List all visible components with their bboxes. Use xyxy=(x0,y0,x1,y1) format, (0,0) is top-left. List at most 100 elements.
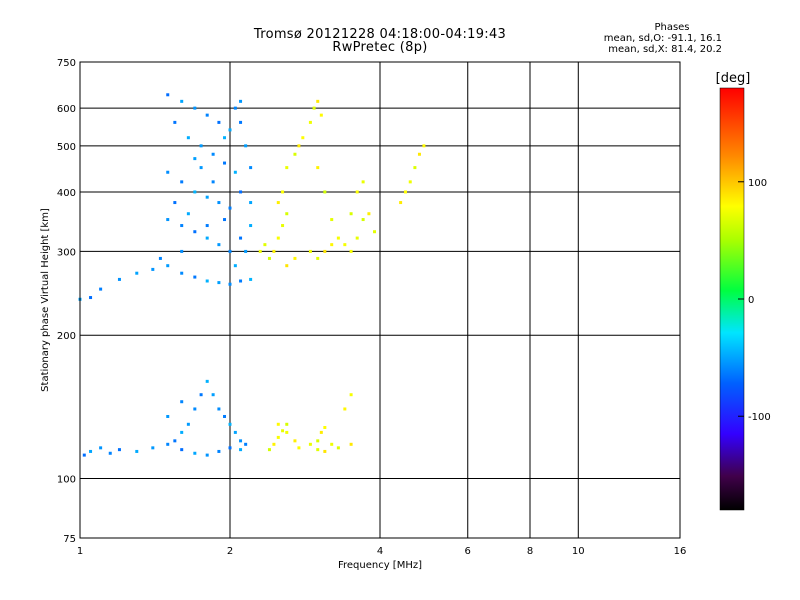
data-point xyxy=(239,99,243,103)
data-point xyxy=(205,195,209,199)
data-point xyxy=(151,446,155,450)
data-point xyxy=(323,249,327,253)
data-point xyxy=(272,442,276,446)
data-point xyxy=(239,279,243,283)
data-point xyxy=(308,249,312,253)
data-point xyxy=(249,224,253,228)
data-point xyxy=(211,152,215,156)
data-point xyxy=(117,448,121,452)
data-point xyxy=(217,243,221,247)
phase-stats-title: Phases xyxy=(654,22,690,33)
data-point xyxy=(135,271,139,275)
phase-stats: Phases mean, sd,O: -91.1, 16.1 mean, sd,… xyxy=(562,22,722,55)
data-point xyxy=(285,430,289,434)
data-point xyxy=(293,256,297,260)
grid-lines xyxy=(80,62,680,538)
data-points xyxy=(78,93,426,457)
data-point xyxy=(233,106,237,110)
data-point xyxy=(239,236,243,240)
data-point xyxy=(211,180,215,184)
y-tick-label: 75 xyxy=(63,534,76,545)
data-point xyxy=(367,212,371,216)
colorbar-tick-label: -100 xyxy=(748,412,771,423)
y-tick-label: 400 xyxy=(57,188,76,199)
data-point xyxy=(180,99,184,103)
colorbar-label: [deg] xyxy=(716,71,751,86)
data-point xyxy=(193,230,197,234)
y-tick-label: 750 xyxy=(57,58,76,69)
data-point xyxy=(199,166,203,170)
data-point xyxy=(186,212,190,216)
data-point xyxy=(193,157,197,161)
data-point xyxy=(180,180,184,184)
data-point xyxy=(408,180,412,184)
y-tick-label: 200 xyxy=(57,331,76,342)
data-point xyxy=(223,414,227,418)
data-point xyxy=(297,446,301,450)
data-point xyxy=(205,279,209,283)
data-point xyxy=(173,439,177,443)
data-point xyxy=(413,166,417,170)
data-point xyxy=(151,267,155,271)
data-point xyxy=(263,243,267,247)
data-point xyxy=(244,442,248,446)
data-point xyxy=(99,287,103,291)
data-point xyxy=(349,442,353,446)
data-point xyxy=(193,190,197,194)
data-point xyxy=(399,201,403,205)
data-point xyxy=(417,152,421,156)
data-point xyxy=(343,407,347,411)
phase-stats-x: mean, sd,X: 81.4, 20.2 xyxy=(608,44,722,55)
data-point xyxy=(135,449,139,453)
data-point xyxy=(244,249,248,253)
plot-frame xyxy=(79,61,681,539)
data-point xyxy=(211,393,215,397)
data-point xyxy=(205,453,209,457)
data-point xyxy=(249,201,253,205)
data-point xyxy=(217,281,221,285)
data-point xyxy=(166,218,170,222)
data-point xyxy=(217,120,221,124)
data-point xyxy=(422,144,426,148)
data-point xyxy=(276,236,280,240)
colorbar-tick-label: 0 xyxy=(748,295,754,306)
data-point xyxy=(186,422,190,426)
data-point xyxy=(205,236,209,240)
data-point xyxy=(193,451,197,455)
data-point xyxy=(285,264,289,268)
data-point xyxy=(312,106,316,110)
data-point xyxy=(308,442,312,446)
data-point xyxy=(205,113,209,117)
y-tick-label: 600 xyxy=(57,104,76,115)
y-tick-labels: 75 100 200 300 400 500 600 750 xyxy=(57,58,76,545)
data-point xyxy=(233,264,237,268)
chart-title: Tromsø 20121228 04:18:00-04:19:43 xyxy=(253,27,507,42)
data-point xyxy=(217,201,221,205)
data-point xyxy=(180,224,184,228)
data-point xyxy=(239,190,243,194)
data-point xyxy=(89,296,93,300)
data-point xyxy=(180,448,184,452)
data-point xyxy=(173,120,177,124)
data-point xyxy=(276,422,280,426)
x-tick-label: 16 xyxy=(674,546,687,557)
data-point xyxy=(336,236,340,240)
data-point xyxy=(285,166,289,170)
data-point xyxy=(166,442,170,446)
data-point xyxy=(319,430,323,434)
data-point xyxy=(193,407,197,411)
data-point xyxy=(193,275,197,279)
data-point xyxy=(99,446,103,450)
x-tick-label: 1 xyxy=(77,546,83,557)
data-point xyxy=(355,236,359,240)
data-point xyxy=(330,243,334,247)
data-point xyxy=(199,393,203,397)
data-point xyxy=(217,407,221,411)
data-point xyxy=(193,106,197,110)
data-point xyxy=(336,446,340,450)
data-point xyxy=(228,282,232,286)
data-point xyxy=(205,379,209,383)
y-tick-label: 500 xyxy=(57,142,76,153)
data-point xyxy=(281,429,285,433)
